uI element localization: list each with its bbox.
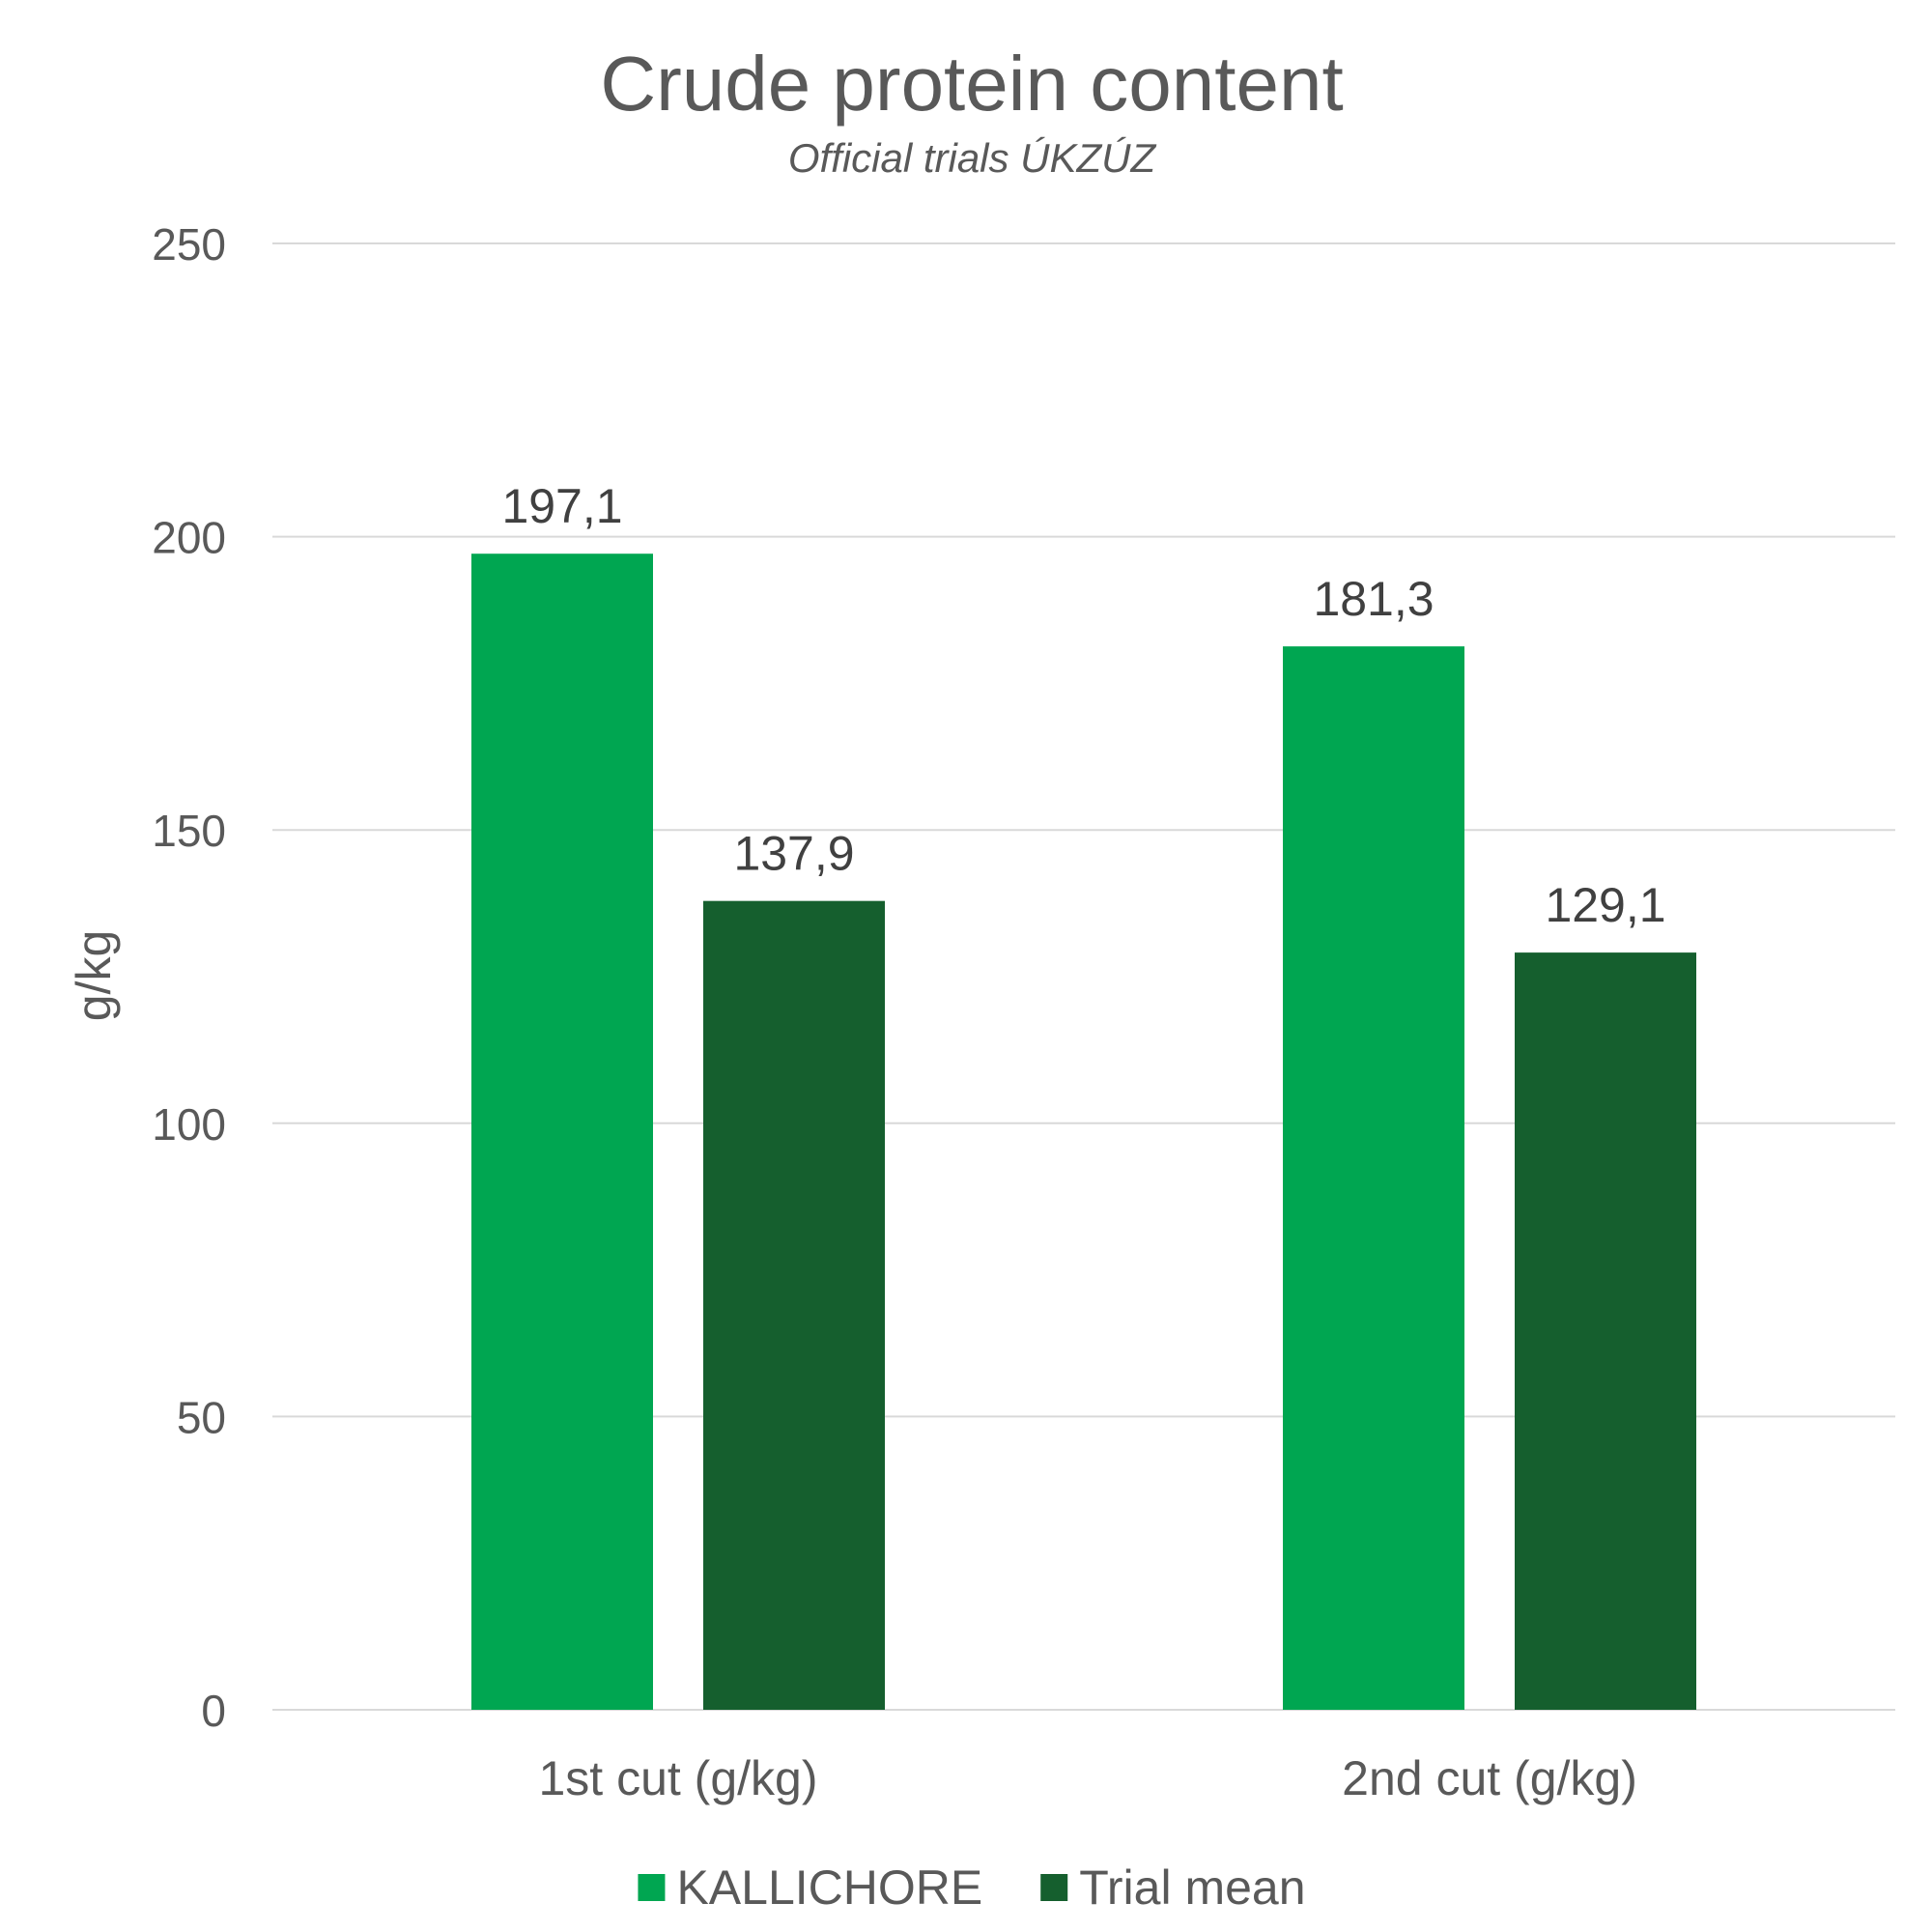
data-label: 129,1 xyxy=(1545,878,1665,932)
data-label: 137,9 xyxy=(733,827,854,881)
data-labels: 197,1 137,9 181,3 129,1 xyxy=(501,479,1665,932)
legend-label: Trial mean xyxy=(1079,1860,1305,1915)
x-axis-categories: 1st cut (g/kg) 2nd cut (g/kg) xyxy=(539,1751,1637,1805)
data-label: 197,1 xyxy=(501,479,622,533)
legend-item: KALLICHORE xyxy=(638,1860,982,1915)
data-label: 181,3 xyxy=(1313,572,1434,626)
legend-item: Trial mean xyxy=(1040,1860,1306,1915)
y-tick-label: 0 xyxy=(201,1686,226,1736)
y-tick-label: 100 xyxy=(152,1099,226,1150)
y-tick-label: 250 xyxy=(152,219,226,270)
x-category-label: 2nd cut (g/kg) xyxy=(1342,1751,1637,1805)
y-axis-label: g/kg xyxy=(67,930,121,1022)
chart-title: Crude protein content xyxy=(600,41,1343,127)
legend-label: KALLICHORE xyxy=(676,1860,982,1915)
y-tick-label: 200 xyxy=(152,513,226,563)
x-category-label: 1st cut (g/kg) xyxy=(539,1751,818,1805)
bar xyxy=(471,554,653,1711)
bars xyxy=(471,554,1696,1711)
chart-subtitle: Official trials ÚKZÚZ xyxy=(788,135,1157,181)
legend-swatch xyxy=(638,1874,666,1901)
y-tick-label: 50 xyxy=(177,1392,226,1442)
bar xyxy=(1515,952,1696,1710)
y-axis-ticks: 0 50 100 150 200 250 xyxy=(152,219,226,1736)
legend-swatch xyxy=(1040,1874,1068,1901)
bar xyxy=(703,900,885,1710)
legend: KALLICHORE Trial mean xyxy=(638,1860,1306,1915)
bar xyxy=(1283,646,1464,1710)
y-tick-label: 150 xyxy=(152,806,226,856)
